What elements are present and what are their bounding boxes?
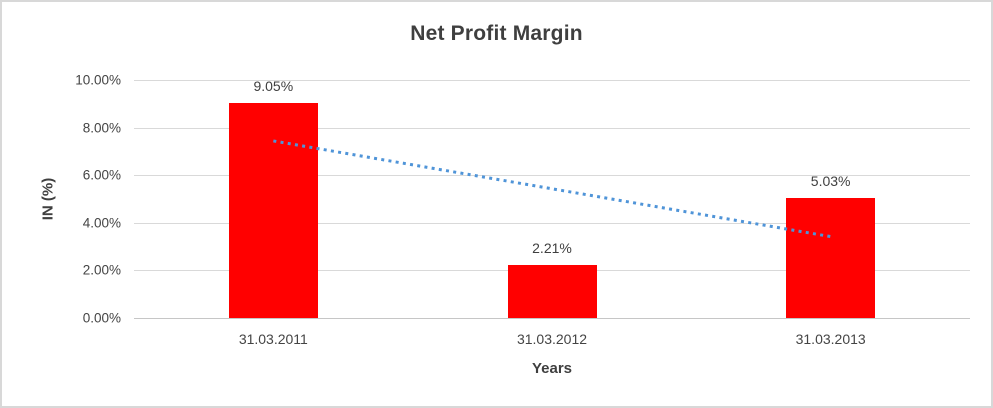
- y-tick-label: 2.00%: [82, 262, 121, 278]
- y-axis-title: IN (%): [39, 177, 57, 221]
- y-tick-label: 0.00%: [82, 310, 121, 326]
- y-tick-label: 6.00%: [82, 167, 121, 183]
- bar-31.03.2012: [507, 265, 597, 318]
- x-tick-label: 31.03.2013: [795, 331, 866, 347]
- chart-title: Net Profit Margin: [410, 22, 583, 45]
- bar-data-label: 9.05%: [253, 77, 294, 94]
- x-tick-label: 31.03.2011: [238, 331, 308, 347]
- x-axis-title: Years: [531, 360, 573, 377]
- bar-31.03.2013: [786, 198, 876, 318]
- x-tick-label: 31.03.2012: [516, 331, 588, 347]
- bar-data-label: 5.03%: [810, 173, 851, 190]
- y-tick-label: 8.00%: [82, 120, 121, 136]
- y-tick-label: 4.00%: [82, 215, 121, 231]
- bar-31.03.2011: [228, 102, 318, 318]
- bar-data-label: 2.21%: [532, 240, 572, 257]
- gridline: [134, 128, 970, 129]
- gridline: [134, 80, 970, 81]
- x-axis-line: [134, 318, 970, 319]
- y-tick-label: 10.00%: [75, 72, 121, 88]
